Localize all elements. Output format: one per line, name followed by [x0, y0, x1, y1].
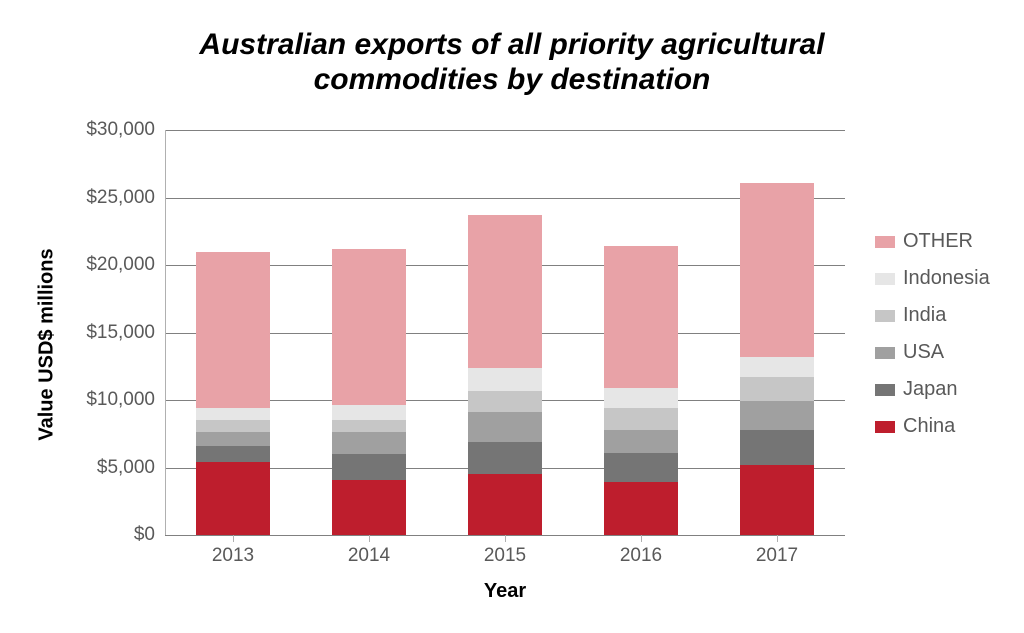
bar-segment-other: [332, 249, 407, 406]
bar-segment-china: [740, 465, 815, 535]
legend: OTHER Indonesia India USA Japan China: [875, 230, 990, 438]
bar-segment-japan: [604, 453, 679, 483]
legend-swatch: [875, 384, 895, 396]
y-tick-label: $20,000: [86, 254, 165, 276]
x-tick-label: 2013: [212, 535, 254, 567]
bar-segment-china: [196, 462, 271, 535]
legend-label: USA: [903, 341, 944, 364]
y-axis-title: Value USD$ millions: [36, 248, 59, 440]
y-tick-label: $0: [134, 524, 165, 546]
x-tick-label: 2016: [620, 535, 662, 567]
bar-segment-usa: [740, 401, 815, 429]
legend-label: Japan: [903, 378, 958, 401]
bar-segment-china: [468, 474, 543, 535]
x-tick-label: 2017: [756, 535, 798, 567]
chart-container: { "chart": { "type": "stacked-bar", "tit…: [0, 0, 1024, 633]
legend-item-indonesia: Indonesia: [875, 267, 990, 290]
bar-segment-japan: [332, 454, 407, 480]
x-axis-title: Year: [484, 580, 526, 603]
legend-swatch: [875, 310, 895, 322]
bar-segment-indonesia: [332, 405, 407, 420]
bar-segment-usa: [332, 432, 407, 454]
legend-item-usa: USA: [875, 341, 990, 364]
bar-segment-japan: [196, 446, 271, 462]
bar-segment-japan: [740, 430, 815, 465]
bar-segment-other: [604, 246, 679, 388]
bar-2014: [332, 130, 407, 535]
bar-segment-china: [332, 480, 407, 535]
bar-segment-usa: [468, 412, 543, 442]
bar-segment-other: [740, 183, 815, 357]
bar-segment-indonesia: [740, 357, 815, 377]
y-tick-label: $10,000: [86, 389, 165, 411]
chart-title-line2: commodities by destination: [314, 63, 711, 96]
bar-segment-india: [332, 420, 407, 432]
bar-2015: [468, 130, 543, 535]
bar-segment-other: [196, 252, 271, 409]
legend-swatch: [875, 236, 895, 248]
legend-label: OTHER: [903, 230, 973, 253]
bar-2016: [604, 130, 679, 535]
bar-2017: [740, 130, 815, 535]
plot-area: $0$5,000$10,000$15,000$20,000$25,000$30,…: [165, 130, 845, 535]
legend-label: Indonesia: [903, 267, 990, 290]
legend-swatch: [875, 273, 895, 285]
legend-swatch: [875, 421, 895, 433]
bar-segment-china: [604, 482, 679, 535]
chart-title-line1: Australian exports of all priority agric…: [199, 28, 824, 61]
y-tick-label: $15,000: [86, 322, 165, 344]
bar-segment-other: [468, 215, 543, 368]
y-axis-line: [165, 130, 166, 535]
bar-segment-india: [468, 391, 543, 413]
bar-segment-indonesia: [604, 388, 679, 408]
legend-swatch: [875, 347, 895, 359]
bar-segment-usa: [604, 430, 679, 453]
chart-title: Australian exports of all priority agric…: [0, 28, 1024, 97]
legend-item-china: China: [875, 415, 990, 438]
x-tick-label: 2014: [348, 535, 390, 567]
y-tick-label: $30,000: [86, 119, 165, 141]
bar-segment-indonesia: [196, 408, 271, 420]
bar-segment-usa: [196, 432, 271, 446]
legend-label: India: [903, 304, 946, 327]
bar-segment-indonesia: [468, 368, 543, 391]
x-tick-label: 2015: [484, 535, 526, 567]
legend-item-india: India: [875, 304, 990, 327]
legend-item-other: OTHER: [875, 230, 990, 253]
bar-2013: [196, 130, 271, 535]
bar-segment-japan: [468, 442, 543, 474]
bar-segment-india: [740, 377, 815, 401]
bar-segment-india: [604, 408, 679, 430]
legend-label: China: [903, 415, 955, 438]
y-tick-label: $5,000: [97, 457, 165, 479]
legend-item-japan: Japan: [875, 378, 990, 401]
bar-segment-india: [196, 420, 271, 432]
y-tick-label: $25,000: [86, 187, 165, 209]
